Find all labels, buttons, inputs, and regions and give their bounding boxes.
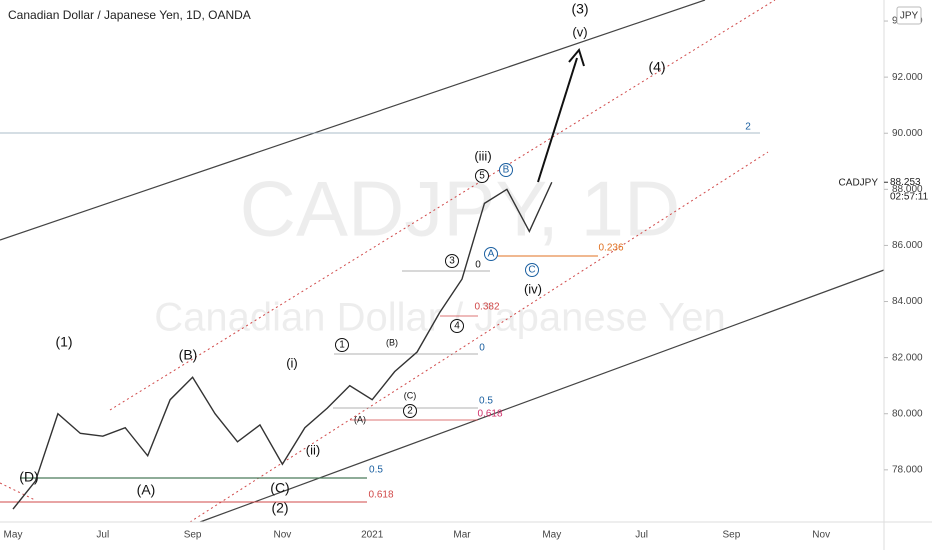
x-tick-label: May [542, 530, 561, 541]
annotation: 0.5 [369, 465, 383, 476]
countdown: 02:57:11 [890, 192, 929, 203]
annotation: 0 [479, 343, 485, 354]
x-tick-label: Mar [453, 530, 471, 541]
y-tick-label: 80.000 [892, 408, 923, 419]
channel-dotted [189, 151, 769, 523]
wave-circle [499, 163, 513, 177]
arrow [537, 57, 578, 183]
wave-circle [445, 254, 459, 268]
annotation: (B) [386, 337, 398, 347]
y-tick-label: 88.000 [892, 184, 923, 195]
wave-circle [450, 319, 464, 333]
price-line [12, 181, 553, 510]
channel-dotted [0, 482, 36, 501]
axis-labels: 78.000 80.000 82.000 84.000 86.000 88.000 90.0… [4, 16, 923, 541]
currency-button[interactable] [896, 6, 922, 25]
annotation: (A) [354, 414, 366, 424]
x-tick-label: Jul [635, 530, 648, 541]
wave-circle [335, 338, 349, 352]
chart-title: Canadian Dollar / Japanese Yen, 1D, OAND… [8, 8, 251, 22]
wave-circle [525, 263, 539, 277]
annotation: (D) [19, 469, 38, 485]
annotation: 0.618 [368, 490, 393, 501]
x-tick-label: Sep [723, 530, 741, 541]
y-tick-label: 82.000 [892, 352, 923, 363]
annotation: (2) [271, 500, 288, 516]
last-price: 88.253 [890, 177, 921, 188]
wave-circle [484, 247, 498, 261]
channel-line [199, 269, 885, 523]
annotation: (iv) [524, 281, 542, 296]
watermark-subtitle: Canadian Dollar / Japanese Yen [154, 296, 726, 340]
annotation: (A) [137, 482, 156, 498]
y-tick-label: 84.000 [892, 296, 923, 307]
wave-circle [403, 404, 417, 418]
annotation: 0.382 [474, 302, 499, 313]
annotation: (4) [648, 59, 665, 75]
annotation: 0.236 [598, 243, 623, 254]
channel-dotted [109, 0, 776, 411]
annotation: 2 [407, 406, 413, 417]
annotation: (3) [571, 1, 588, 17]
y-tick-label: 92.000 [892, 72, 923, 83]
x-tick-label: Jul [96, 530, 109, 541]
annotation: 1 [339, 340, 345, 351]
annotation: 2 [745, 122, 751, 133]
annotation: 4 [454, 321, 460, 332]
annotation: 0 [475, 260, 481, 271]
annotation: C [528, 265, 535, 276]
x-tick-label: May [4, 530, 23, 541]
currency-label: JPY [900, 11, 919, 22]
annotation: (C) [270, 480, 289, 496]
annotation: (v) [572, 24, 587, 39]
x-tick-label: Sep [184, 530, 202, 541]
channel-line [0, 0, 706, 241]
annotation: (1) [55, 334, 72, 350]
annotation: 5 [479, 171, 485, 182]
annotation: A [488, 249, 495, 260]
annotation: 0.5 [479, 396, 493, 407]
x-tick-label: Nov [274, 530, 292, 541]
wave-circle [475, 169, 489, 183]
annotation: (B) [179, 347, 198, 363]
symbol-label: CADJPY [839, 178, 879, 189]
annotation: 0.618 [477, 409, 502, 420]
watermark: CADJPY, 1D [240, 165, 681, 253]
x-tick-label: 2021 [361, 530, 384, 541]
annotation: (C) [404, 390, 417, 400]
y-tick-label: 86.000 [892, 240, 923, 251]
annotation: B [503, 165, 510, 176]
y-tick-label: 90.000 [892, 128, 923, 139]
annotation: (i) [286, 355, 298, 370]
arrow-head [568, 47, 585, 67]
annotation: 3 [449, 256, 455, 267]
x-tick-label: Nov [812, 530, 830, 541]
annotation: (iii) [474, 148, 491, 163]
annotation: (ii) [306, 442, 320, 457]
y-tick-label: 78.000 [892, 464, 923, 475]
